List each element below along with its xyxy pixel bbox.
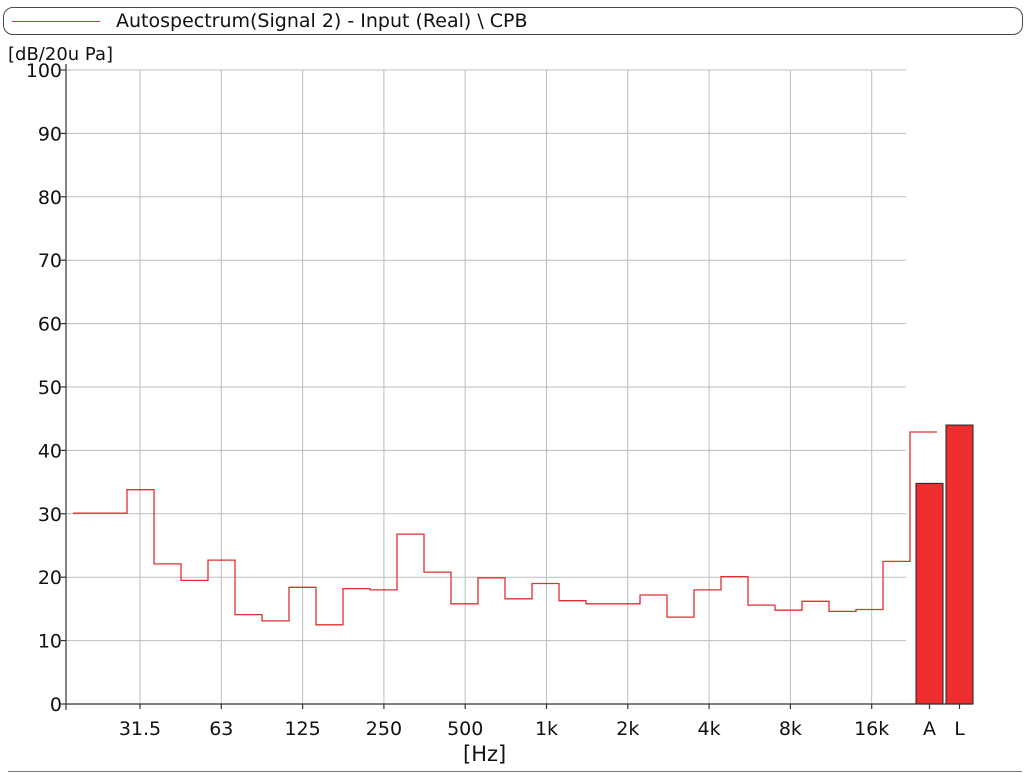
frame-bottom-rule [8, 771, 1022, 772]
x-tick-label: 63 [209, 718, 233, 740]
x-tick-label: 1k [535, 718, 558, 740]
y-tick-label: 80 [38, 187, 62, 209]
x-tick-label: 31.5 [119, 718, 161, 740]
y-tick-label: 40 [38, 440, 62, 462]
overall-bar-label: A [923, 718, 936, 740]
x-tick-label: 500 [447, 718, 483, 740]
y-tick-label: 100 [26, 60, 62, 82]
spectrum-step-line [73, 431, 937, 626]
x-tick-label: 8k [779, 718, 802, 740]
y-tick-label: 30 [38, 504, 62, 526]
overall-bar-A [915, 482, 944, 705]
legend-label: Autospectrum(Signal 2) - Input (Real) \ … [116, 10, 528, 32]
y-tick-label: 50 [38, 377, 62, 399]
x-tick-label: 250 [366, 718, 402, 740]
x-tick-label: 2k [616, 718, 639, 740]
x-tick-label: 16k [854, 718, 889, 740]
overall-bar-label: L [954, 718, 965, 740]
y-tick-label: 90 [38, 123, 62, 145]
x-axis-label: [Hz] [463, 742, 507, 766]
y-tick-label: 0 [50, 694, 62, 716]
legend: Autospectrum(Signal 2) - Input (Real) \ … [3, 7, 1023, 35]
y-axis-label: [dB/20u Pa] [8, 44, 113, 65]
y-tick-label: 70 [38, 250, 62, 272]
overall-bar-L [945, 424, 974, 705]
x-tick-label: 125 [284, 718, 320, 740]
y-tick-label: 10 [38, 631, 62, 653]
y-tick-label: 20 [38, 567, 62, 589]
legend-swatch [12, 21, 100, 22]
y-tick-label: 60 [38, 314, 62, 336]
x-tick-label: 4k [698, 718, 721, 740]
